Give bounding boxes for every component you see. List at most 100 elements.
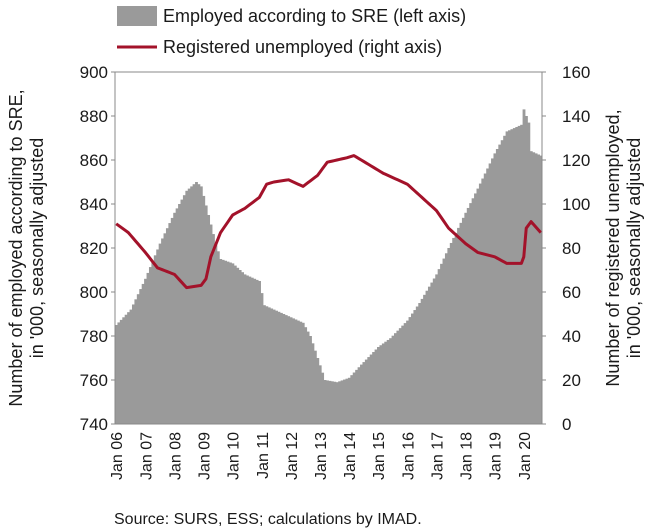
y-tick-right: 0 [562,415,571,434]
employed-bar [391,335,395,424]
y-tick-right: 60 [562,283,581,302]
employed-bar [209,224,213,424]
legend: Employed according to SRE (left axis) Re… [117,6,466,57]
employed-bar [352,372,356,424]
legend-label-employed: Employed according to SRE (left axis) [163,6,466,26]
employed-bar [248,276,252,424]
employed-bar [515,127,519,424]
employed-bar [127,312,130,424]
employed-bar [476,188,480,424]
employed-bar [284,315,288,424]
employed-bar [279,312,283,424]
employed-bar [394,333,397,424]
employed-bar [362,362,366,424]
employed-bar [466,207,470,424]
employed-bar [488,163,492,424]
employed-bar [474,193,477,424]
employed-bar [117,322,121,424]
employed-bar [299,321,303,424]
employed-bar [374,349,378,424]
employed-bar [253,278,257,424]
y-tick-left: 760 [80,371,108,390]
legend-swatch-employed [117,6,157,26]
employed-bar [170,217,174,424]
employed-bar [148,267,152,424]
x-axis-ticks: Jan 06 Jan 07 Jan 08 Jan 09 Jan 10 Jan 11 Jan … [109,432,534,480]
x-tick: Jan 13 [313,432,330,480]
x-tick: Jan 14 [342,432,359,480]
employed-bar [529,151,533,424]
y-tick-left: 860 [80,151,108,170]
employed-bar [483,173,487,424]
employed-bar [503,135,507,425]
employed-bar [272,309,276,424]
employed-bar [512,128,516,424]
employed-bar [491,158,494,424]
employed-bar [236,267,240,424]
employed-bar [199,186,203,424]
employed-bar [204,205,208,424]
employed-bar [398,328,402,424]
employed-bar [408,317,412,424]
employed-bar [153,255,157,424]
employed-bar [539,155,543,424]
employed-bar [401,325,405,424]
employed-bar [437,269,441,424]
employed-bar [517,125,521,425]
employed-bar [122,317,126,424]
y-tick-left: 880 [80,107,108,126]
employed-bar [262,305,266,424]
employed-bar [444,253,448,424]
employed-bar [163,233,167,424]
y-tick-left: 780 [80,327,108,346]
employed-bar [265,306,269,424]
employed-bar [347,377,351,424]
x-tick: Jan 18 [459,432,476,480]
employed-bar [296,320,300,424]
employed-bar [226,261,230,424]
employed-bar [367,357,371,424]
employed-bar [440,263,443,424]
employed-bar [270,308,274,424]
unemployed-line [115,154,542,290]
x-tick: Jan 19 [488,432,505,480]
employed-bar [427,286,431,424]
employed-bar [115,325,118,424]
employed-bar [333,381,337,424]
employed-bar [168,223,172,424]
employed-bar [129,309,133,424]
employed-bar [442,258,446,424]
employed-bar [131,304,135,424]
employed-bar [469,203,473,424]
employed-bar [486,168,490,424]
employed-bar [425,290,429,424]
employed-bar [525,116,528,424]
employed-bar [386,339,390,424]
employed-bar [289,317,293,424]
employed-bar [224,260,228,424]
employed-bar [364,359,368,424]
employed-bar [243,274,247,424]
employed-bar [311,343,315,424]
x-tick: Jan 08 [167,432,184,480]
employed-bar [481,178,485,424]
employed-bar [202,195,206,424]
y-tick-right: 100 [562,195,590,214]
employed-bar [454,232,458,424]
employed-bar [537,154,540,424]
employed-bar [457,227,460,424]
employed-bar [435,274,439,424]
employed-bar [534,153,538,424]
employed-bar [156,249,160,424]
employed-bar [396,330,400,424]
x-tick: Jan 09 [197,432,214,480]
employed-bar [175,208,179,424]
employed-bar [323,380,327,424]
employed-bar [335,382,339,424]
employed-bar [136,294,140,424]
employed-bar [190,186,194,424]
employed-bar [124,314,128,424]
employed-bar [182,195,186,424]
employed-bar [212,234,215,424]
